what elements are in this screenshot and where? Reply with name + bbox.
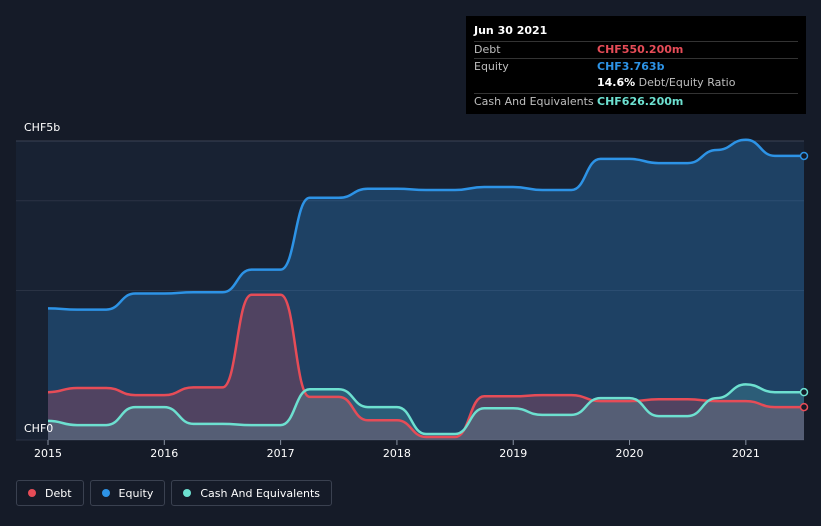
tooltip-ratio-value: 14.6% (597, 76, 636, 89)
x-tick-label-2021: 2021 (732, 447, 760, 460)
tooltip-date: Jun 30 2021 (474, 24, 548, 37)
tooltip-ratio-label: Debt/Equity Ratio (638, 76, 736, 89)
x-axis: 2015 2016 2017 2018 2019 2020 2021 (34, 440, 760, 460)
tooltip: Jun 30 2021 Debt CHF550.200m Equity CHF3… (466, 16, 806, 114)
tooltip-debt-value: CHF550.200m (597, 43, 684, 56)
tooltip-ratio: 14.6% Debt/Equity Ratio (474, 75, 798, 91)
legend-label-debt: Debt (45, 486, 72, 500)
cash-and-equivalents-line (47, 383, 804, 436)
x-tick-label-2019: 2019 (499, 447, 527, 460)
legend-label-cash: Cash And Equivalents (200, 486, 320, 500)
x-tick-label-2020: 2020 (616, 447, 644, 460)
tooltip-debt-label: Debt (474, 43, 501, 56)
equity-area (48, 139, 804, 441)
tooltip-row-debt: Debt CHF550.200m (474, 41, 798, 58)
debt-line (47, 293, 804, 439)
x-tick-label-2018: 2018 (383, 447, 411, 460)
equity-line (47, 138, 804, 311)
cash-dot-icon (183, 489, 192, 497)
cash-and-equivalents-end-marker[interactable] (799, 387, 809, 397)
legend-item-cash[interactable]: Cash And Equivalents (171, 480, 332, 506)
tooltip-cash-value: CHF626.200m (597, 95, 684, 108)
debt-dot-icon (28, 489, 36, 497)
tooltip-equity-label: Equity (474, 60, 509, 73)
x-tick-label-2015: 2015 (34, 447, 62, 460)
legend: Debt Equity Cash And Equivalents (16, 480, 332, 506)
legend-item-equity[interactable]: Equity (89, 480, 166, 506)
y-axis-zero-label: CHF0 (24, 422, 53, 435)
series-end-markers (799, 151, 809, 412)
tooltip-equity-value: CHF3.763b (597, 60, 665, 73)
tooltip-row-cash: Cash And Equivalents CHF626.200m (474, 93, 798, 110)
y-axis-top-label: CHF5b (24, 121, 60, 134)
x-tick-label-2017: 2017 (267, 447, 295, 460)
series-lines (47, 138, 804, 439)
equity-end-marker[interactable] (799, 151, 809, 161)
equity-dot-icon (101, 489, 110, 497)
legend-item-debt[interactable]: Debt (16, 480, 84, 506)
tooltip-cash-label: Cash And Equivalents (474, 95, 594, 108)
debt-area (48, 294, 804, 440)
gridlines (16, 140, 804, 441)
debt-end-marker[interactable] (799, 402, 809, 412)
x-tick-label-2016: 2016 (150, 447, 178, 460)
tooltip-row-equity: Equity CHF3.763b 14.6% Debt/Equity Ratio (474, 58, 798, 93)
legend-label-equity: Equity (118, 486, 154, 500)
